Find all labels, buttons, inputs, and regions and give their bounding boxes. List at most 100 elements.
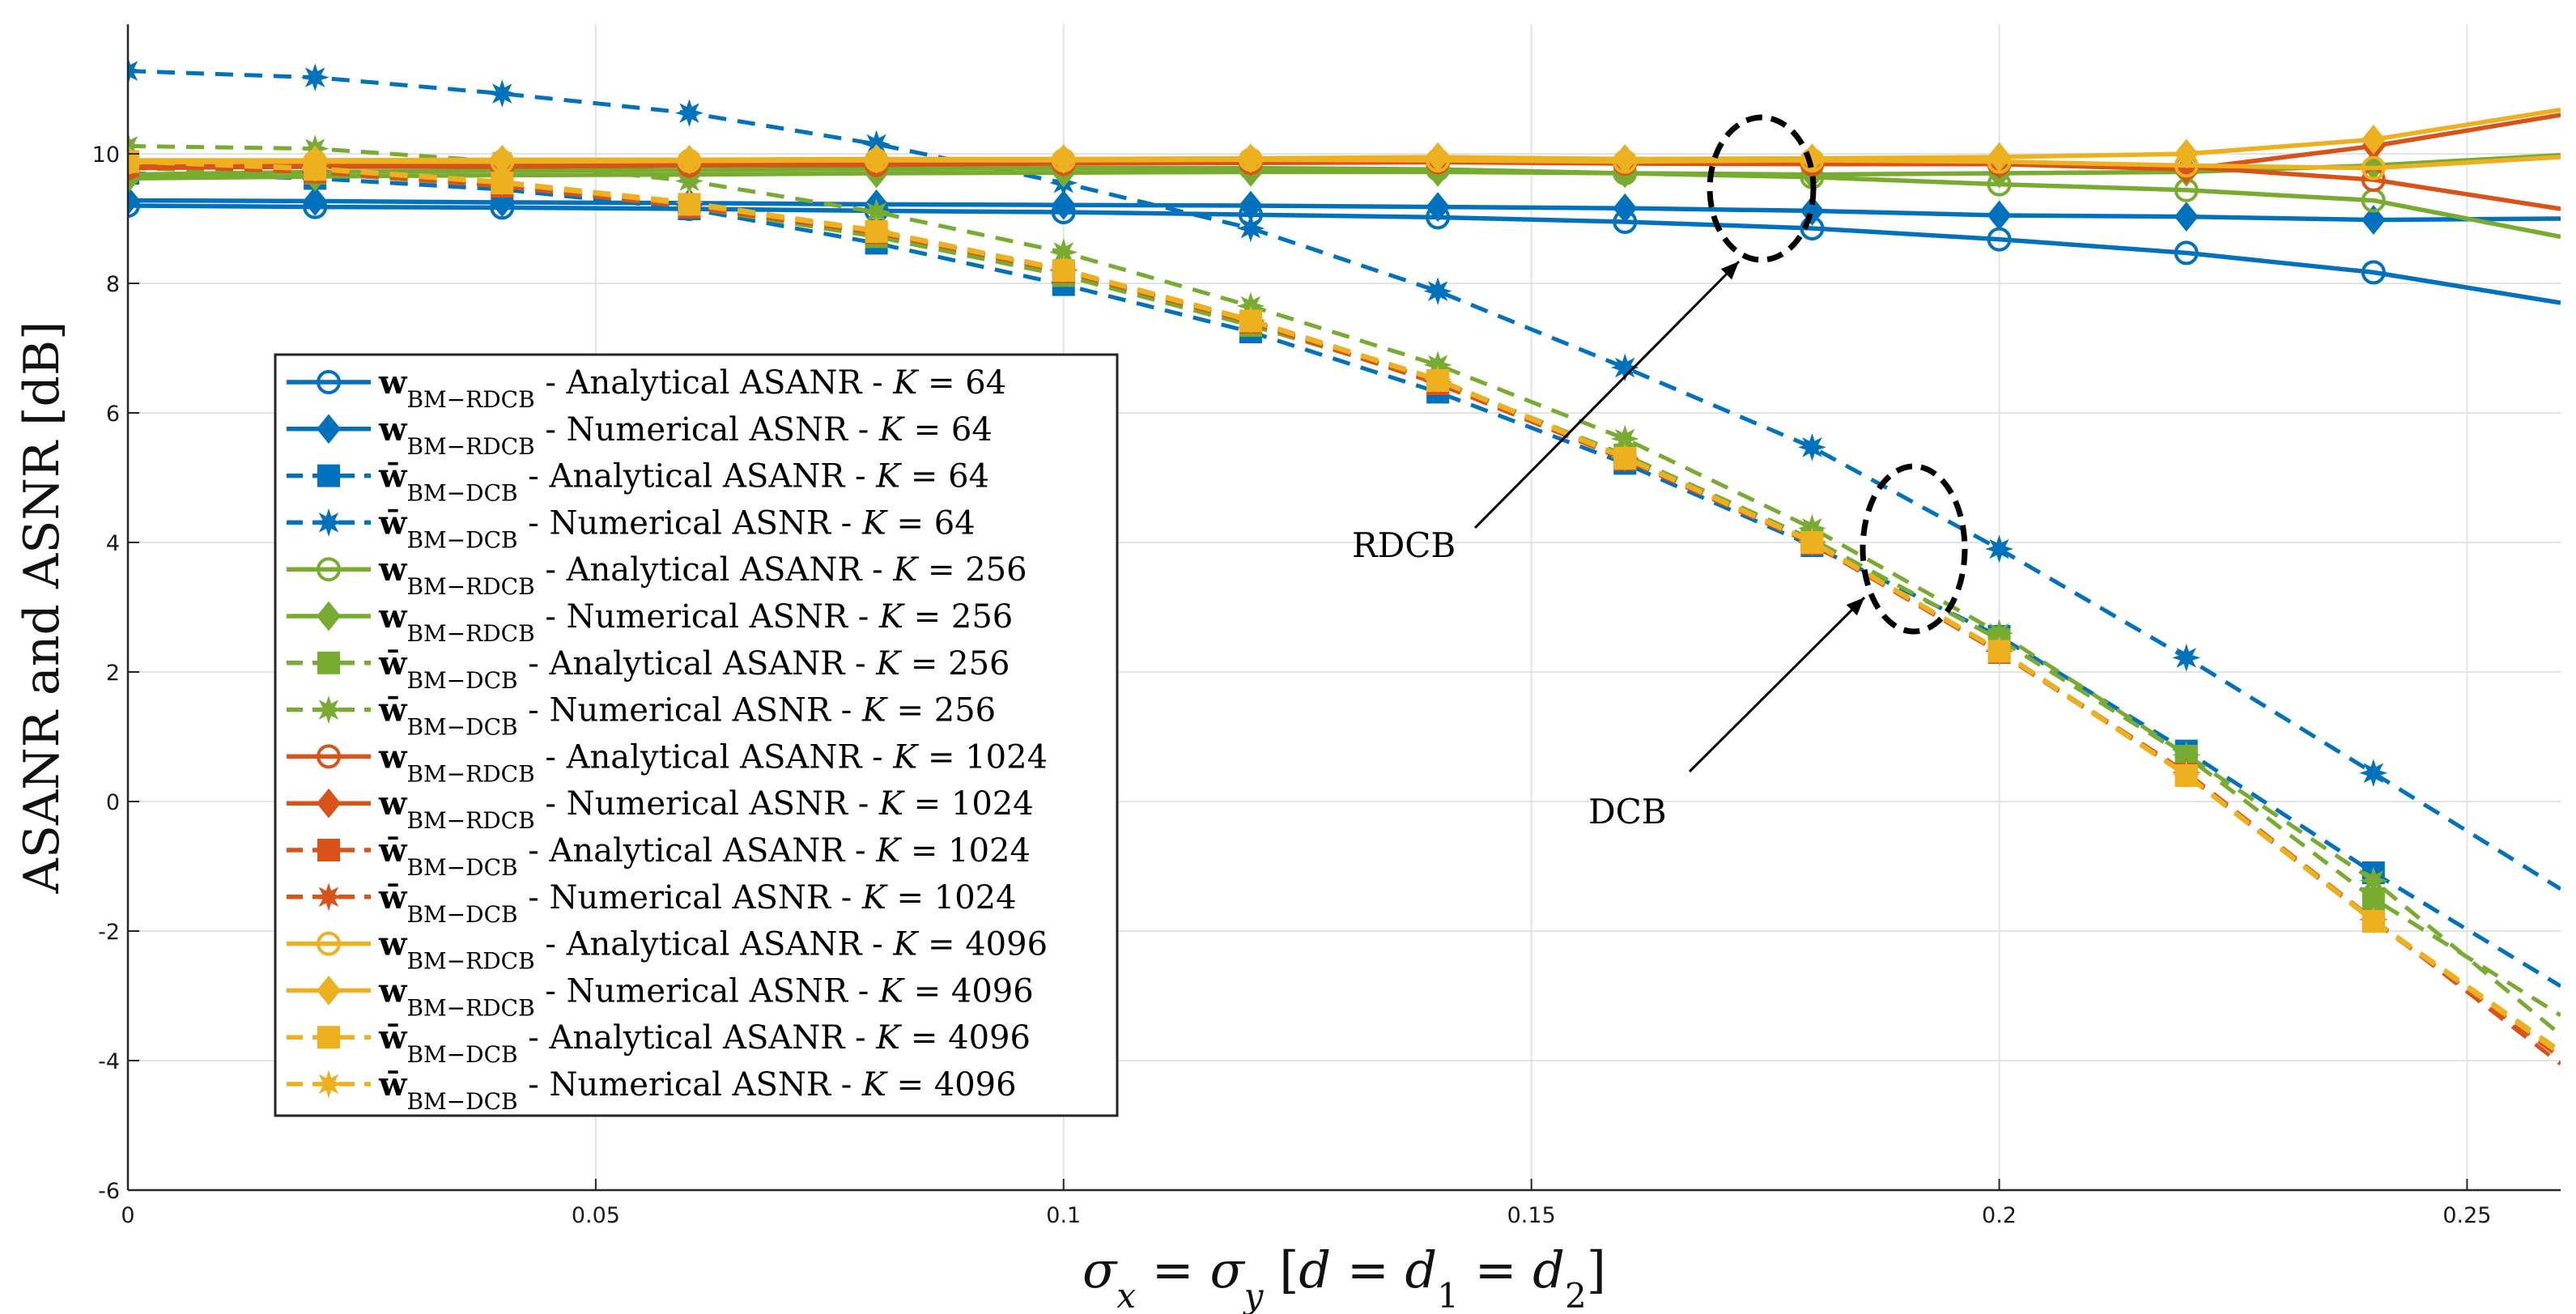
legend-label-part: BM−DCB — [406, 1041, 517, 1068]
legend-label-part: BM−RDCB — [406, 573, 534, 600]
legend-label-part: K — [892, 364, 919, 402]
x-tick-label: 0 — [121, 1203, 134, 1228]
legend-item: wBM−RDCB - Analytical ASANR - K = 4096 — [287, 925, 1048, 975]
data-point — [128, 57, 142, 86]
legend-label: wBM−RDCB - Numerical ASNR - K = 4096 — [378, 972, 1034, 1021]
legend-label-part: K — [892, 551, 919, 589]
legend-label-part: K — [878, 972, 905, 1010]
legend-label-part: K — [892, 738, 919, 776]
legend-item: wBM−RDCB - Numerical ASNR - K = 256 — [287, 597, 1013, 647]
legend-label: wBM−RDCB - Analytical ASANR - K = 1024 — [378, 738, 1048, 787]
y-tick-label: -2 — [98, 920, 120, 945]
legend-label-part: BM−DCB — [406, 713, 517, 740]
legend-label-part: BM−DCB — [406, 854, 517, 881]
legend-label-part: - Analytical ASANR - — [518, 1019, 877, 1057]
legend-box — [274, 353, 1119, 1117]
legend-label-part: BM−RDCB — [406, 994, 534, 1021]
data-point — [1426, 192, 1451, 222]
legend-label-part: BM−DCB — [406, 479, 517, 506]
legend-label-part: = 64 — [886, 504, 976, 542]
legend-label-part: BM−RDCB — [406, 432, 534, 459]
data-point — [1797, 526, 1826, 555]
legend-label: w̄BM−DCB - Numerical ASNR - K = 4096 — [378, 1065, 1017, 1115]
legend-label-part: w̄ — [378, 1018, 408, 1057]
dcb-arrow — [1688, 596, 1866, 773]
legend-marker — [317, 839, 340, 861]
legend-marker — [317, 464, 340, 487]
legend: w BM−RDCB - Analytical ASANR - K = 64 wBM−… — [274, 353, 1119, 1117]
x-tick-label: 0.2 — [1982, 1203, 2017, 1228]
annotations: RDCB DCB — [1352, 114, 1968, 831]
legend-label-part: BM−RDCB — [406, 807, 534, 834]
legend-item: wBM−RDCB - Numerical ASNR - K = 1024 — [287, 785, 1034, 834]
data-point — [2174, 138, 2199, 169]
legend-marker — [317, 976, 341, 1006]
legend-label-part: K — [878, 598, 905, 636]
legend-label-part: K — [878, 785, 905, 823]
x-axis-label-part: = — [1459, 1240, 1532, 1299]
data-point — [2359, 866, 2388, 895]
legend-item: wBM−RDCB - Analytical ASANR - K = 1024 — [287, 738, 1048, 787]
legend-label-part: K — [861, 1066, 888, 1104]
x-tick-label: 0.25 — [2442, 1203, 2491, 1228]
legend-label-part: - Analytical ASANR - — [535, 926, 894, 963]
data-point — [1987, 200, 2012, 231]
legend-label-part: K — [875, 645, 902, 683]
data-point — [1423, 277, 1452, 306]
y-tick-label: 10 — [92, 142, 120, 168]
x-tick-label: 0.05 — [572, 1203, 620, 1228]
series-line — [128, 69, 2561, 891]
data-point — [128, 185, 140, 215]
data-point — [1613, 144, 1638, 174]
legend-marker — [317, 370, 341, 394]
legend-label-part: w̄ — [378, 691, 408, 729]
data-point — [1051, 189, 1076, 220]
x-axis-label-part: [ — [1264, 1240, 1299, 1299]
x-axis-label-part: σ — [1082, 1240, 1118, 1299]
data-point — [677, 144, 702, 175]
data-point — [1987, 142, 2012, 172]
legend-label-part: = 4096 — [903, 972, 1034, 1010]
legend-label: wBM−RDCB - Analytical ASANR - K = 4096 — [378, 925, 1048, 975]
data-point — [675, 188, 704, 217]
x-axis-label-part: d — [1532, 1240, 1565, 1299]
legend-label-part: BM−DCB — [406, 1088, 517, 1115]
data-point — [1797, 432, 1826, 461]
legend-label-part: - Numerical ASNR - — [535, 411, 879, 449]
legend-label-part: - Analytical ASANR - — [518, 458, 877, 495]
legend-item: w̄BM−DCB - Numerical ASNR - K = 256 — [287, 691, 996, 741]
data-point — [128, 131, 142, 160]
data-point — [1051, 144, 1076, 174]
legend-label-part: w̄ — [378, 831, 408, 870]
legend-label-part: w — [378, 738, 408, 776]
series-line — [128, 165, 2561, 240]
series-line — [128, 203, 2561, 305]
data-point — [2174, 202, 2199, 232]
x-axis-label-part: 2 — [1565, 1276, 1587, 1314]
data-point — [2361, 125, 2386, 155]
dcb-highlight-ellipse — [1860, 463, 1968, 635]
x-axis-label-part: d — [1299, 1240, 1331, 1299]
legend-label-part: w̄ — [378, 504, 408, 542]
legend-label: w̄BM−DCB - Numerical ASNR - K = 64 — [378, 504, 976, 553]
legend-marker — [317, 1026, 340, 1049]
legend-item: wBM−RDCB - Numerical ASNR - K = 64 — [287, 410, 993, 459]
series-line — [128, 198, 2561, 223]
series-line — [128, 158, 2561, 1053]
legend-label-part: - Numerical ASNR - — [518, 692, 862, 729]
data-point — [1613, 193, 1638, 223]
legend-marker — [317, 931, 341, 956]
legend-label-part: - Numerical ASNR - — [518, 879, 862, 916]
legend-label-part: w̄ — [378, 1065, 408, 1104]
data-point — [2361, 205, 2386, 235]
legend-marker — [314, 1069, 343, 1099]
legend-label: w̄BM−DCB - Numerical ASNR - K = 256 — [378, 691, 996, 741]
legend-label-part: = 4096 — [886, 1066, 1017, 1104]
legend-label: w̄BM−DCB - Numerical ASNR - K = 1024 — [378, 878, 1017, 928]
legend-label-part: = 256 — [917, 551, 1027, 589]
data-point — [1423, 364, 1452, 393]
y-tick-label: 4 — [106, 531, 120, 556]
legend-marker — [317, 744, 341, 769]
annotation-dcb: DCB — [1588, 792, 1667, 831]
legend-label: w̄BM−DCB - Analytical ASANR - K = 64 — [378, 457, 989, 507]
